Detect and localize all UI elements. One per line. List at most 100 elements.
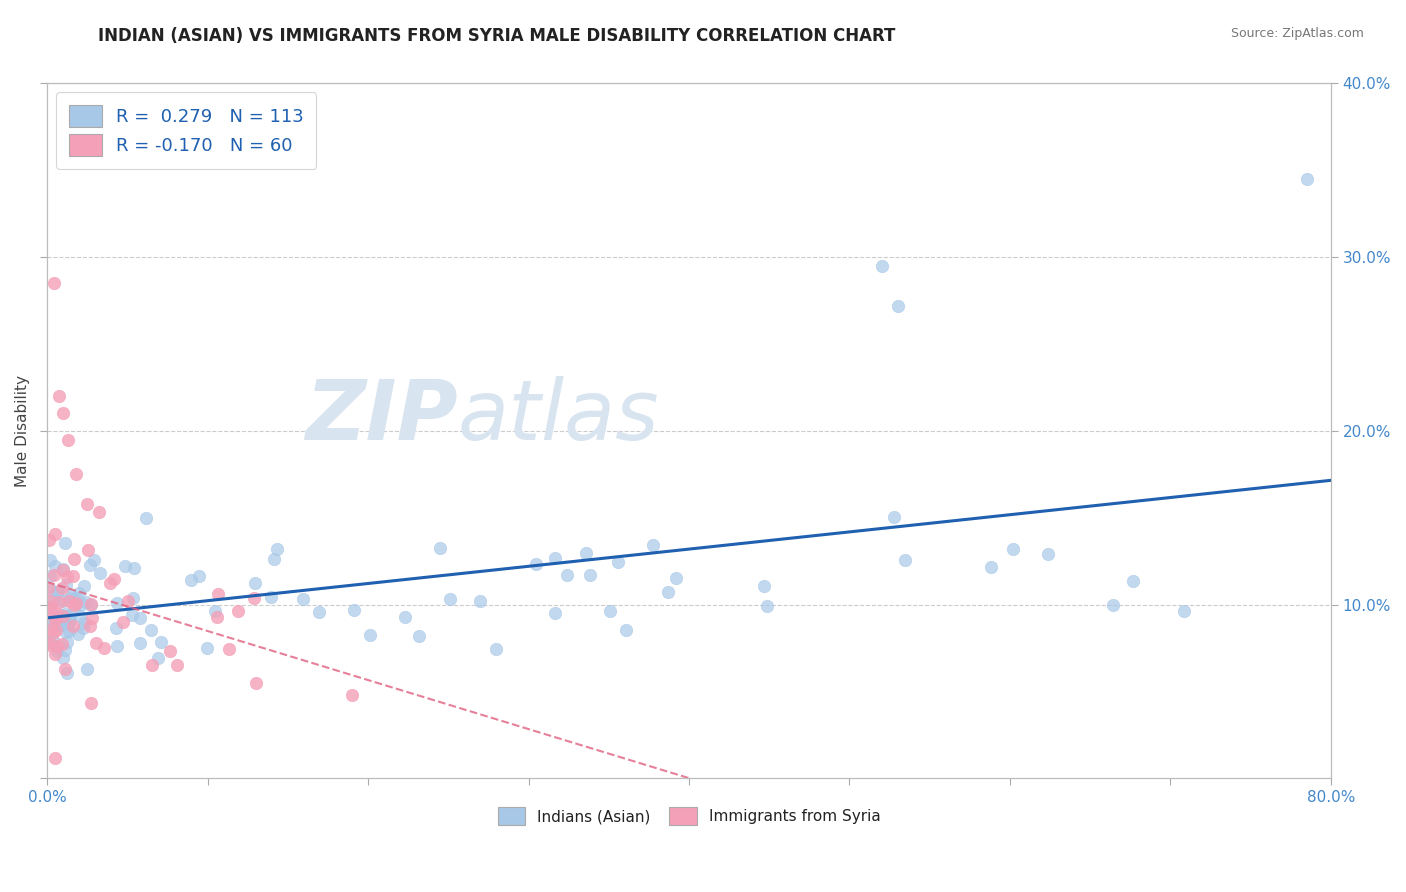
Point [62,568,84,582]
Point [544,606,567,620]
Point [44,568,66,582]
Point [79,558,101,573]
Point [870,259,893,273]
Point [51,637,73,651]
Point [58,433,80,447]
Point [218,642,240,657]
Point [104,621,127,635]
Point [52,407,75,421]
Point [883,509,905,524]
Point [146,651,169,665]
Point [121,608,143,623]
Point [204,604,226,618]
Point [52,594,75,608]
Point [65,596,87,610]
Point [485,641,508,656]
Point [39,599,62,614]
Point [665,571,688,585]
Point [607,555,630,569]
Point [89,566,111,580]
Point [37,606,59,620]
Point [55,578,77,592]
Point [614,623,637,637]
Point [44,527,66,541]
Point [48,595,70,609]
Point [1122,574,1144,589]
Point [98,576,121,591]
Point [141,658,163,673]
Point [51,618,73,632]
Point [79,696,101,710]
Point [1295,172,1317,186]
Point [46,639,69,653]
Point [44,559,66,574]
Point [52,609,75,624]
Point [37,636,59,650]
Point [45,610,67,624]
Point [111,615,134,630]
Point [1101,599,1123,613]
Point [59,591,82,605]
Point [42,633,65,648]
Point [58,624,80,638]
Point [205,610,228,624]
Point [67,627,90,641]
Point [207,587,229,601]
Point [49,615,72,630]
Point [980,560,1002,574]
Point [122,591,145,606]
Text: INDIAN (ASIAN) VS IMMIGRANTS FROM SYRIA MALE DISABILITY CORRELATION CHART: INDIAN (ASIAN) VS IMMIGRANTS FROM SYRIA … [98,27,896,45]
Point [1173,604,1195,618]
Point [408,629,430,643]
Point [340,688,363,702]
Point [45,585,67,599]
Point [63,552,86,566]
Point [45,617,67,632]
Point [359,628,381,642]
Point [544,551,567,566]
Point [60,589,83,603]
Point [48,389,70,403]
Point [58,615,80,630]
Point [468,594,491,608]
Point [53,643,76,657]
Point [72,621,94,635]
Point [555,568,578,582]
Point [245,575,267,590]
Point [80,611,103,625]
Point [1001,542,1024,557]
Point [52,651,75,665]
Point [38,634,60,648]
Point [46,585,69,599]
Point [53,663,76,677]
Point [56,570,79,584]
Point [291,591,314,606]
Point [49,608,72,623]
Point [37,603,59,617]
Point [657,584,679,599]
Point [260,590,283,604]
Point [195,641,218,656]
Point [56,635,79,649]
Point [752,579,775,593]
Point [243,591,266,605]
Point [308,605,330,619]
Point [266,541,288,556]
Point [439,591,461,606]
Point [117,593,139,607]
Point [87,505,110,519]
Point [59,613,82,627]
Point [79,619,101,633]
Point [245,675,267,690]
Point [42,626,65,640]
Point [52,561,75,575]
Point [228,604,250,618]
Point [180,574,202,588]
Point [394,609,416,624]
Point [39,622,62,636]
Point [49,607,72,622]
Point [599,604,621,618]
Point [42,276,65,290]
Point [55,624,77,639]
Point [38,615,60,629]
